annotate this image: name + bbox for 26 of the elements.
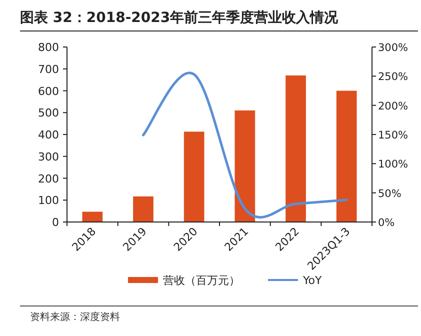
y-tick-label: 200 [38, 172, 59, 186]
y-tick-label: 800 [38, 41, 59, 54]
text: 资料来源：深度资料 [30, 311, 120, 323]
bar [286, 75, 306, 222]
y2-tick-label: 250% [378, 71, 408, 84]
bar [336, 90, 357, 222]
y-tick-label: 400 [38, 128, 59, 142]
legend-label: YoY [302, 274, 322, 287]
bar [82, 212, 103, 222]
y-tick-label: 0 [52, 216, 59, 229]
bar [184, 132, 204, 222]
y2-tick-label: 0% [378, 217, 395, 229]
y-tick-label: 100 [38, 194, 59, 208]
y2-tick-label: 50% [378, 188, 402, 200]
y2-tick-label: 200% [378, 100, 408, 112]
y-tick-label: 500 [38, 106, 59, 120]
y2-tick-label: 300% [378, 42, 408, 54]
bar [234, 110, 256, 222]
y-tick-label: 700 [38, 62, 59, 76]
y-tick-label: 600 [38, 84, 59, 98]
legend-label: 营收（百万元） [163, 274, 240, 287]
y2-tick-label: 150% [378, 130, 408, 142]
y2-tick-label: 100% [378, 158, 408, 171]
bar [133, 196, 154, 222]
chart-title: 图表 32：2018-2023年前三年季度营业收入情况 [20, 9, 340, 26]
y-tick-label: 300 [38, 150, 59, 164]
